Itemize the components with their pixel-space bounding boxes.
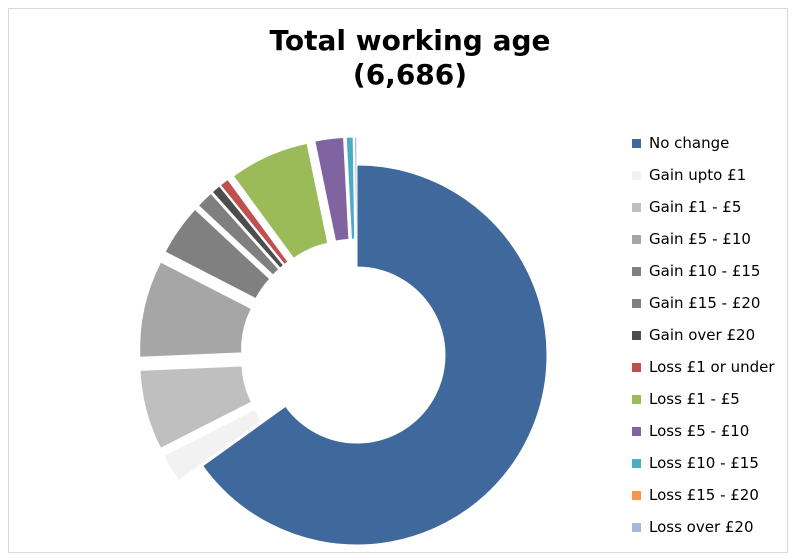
legend-swatch (632, 299, 641, 308)
legend-label: Loss £10 - £15 (649, 454, 759, 472)
legend-item-gain-5-10: Gain £5 - £10 (630, 228, 795, 260)
legend-label: Gain over £20 (649, 326, 756, 344)
legend-item-no-change: No change (630, 132, 795, 164)
slice-loss-1-5 (232, 142, 329, 260)
chart-title: Total working age (269, 24, 551, 57)
legend-swatch (632, 331, 641, 340)
legend-item-loss-over-20: Loss over £20 (630, 516, 795, 548)
legend-item-gain-15-20: Gain £15 - £20 (630, 292, 795, 324)
legend-label: Loss over £20 (649, 518, 754, 536)
slice-loss-10-15 (345, 136, 356, 240)
slice-gain-over-20 (211, 185, 285, 269)
chart-title-block: Total working age (6,686) (160, 24, 660, 92)
chart-subtitle: (6,686) (352, 58, 468, 91)
slice-gain-5-10 (139, 261, 253, 358)
legend-swatch (632, 427, 641, 436)
legend-swatch (632, 363, 641, 372)
slice-gain-1-5 (139, 365, 253, 449)
legend-item-gain-10-15: Gain £10 - £15 (630, 260, 795, 292)
legend-swatch (632, 491, 641, 500)
slice-loss-over-20 (354, 136, 358, 240)
legend-swatch (632, 203, 641, 212)
legend-label: Loss £1 or under (649, 358, 775, 376)
legend-swatch (632, 459, 641, 468)
legend-label: Gain £5 - £10 (649, 230, 751, 248)
legend-item-loss-1-5: Loss £1 - £5 (630, 388, 795, 420)
slice-gain-10-15 (164, 208, 271, 300)
slice-loss-1-or-under (219, 178, 289, 266)
legend: No change Gain upto £1 Gain £1 - £5 Gain £5… (630, 132, 795, 548)
legend-label: Gain £10 - £15 (649, 262, 761, 280)
legend-swatch (632, 523, 641, 532)
legend-item-loss-5-10: Loss £5 - £10 (630, 420, 795, 452)
slice-gain-15-20 (197, 192, 280, 276)
legend-label: Loss £15 - £20 (649, 486, 759, 504)
legend-item-loss-10-15: Loss £10 - £15 (630, 452, 795, 484)
legend-label: Gain £15 - £20 (649, 294, 761, 312)
legend-item-loss-15-20: Loss £15 - £20 (630, 484, 795, 516)
legend-swatch (632, 139, 641, 148)
legend-label: Loss £1 - £5 (649, 390, 740, 408)
slice-loss-5-10 (314, 136, 350, 242)
legend-label: Gain upto £1 (649, 166, 747, 184)
legend-label: No change (649, 134, 730, 152)
legend-swatch (632, 395, 641, 404)
legend-item-gain-upto-1: Gain upto £1 (630, 164, 795, 196)
legend-item-loss-1-or-under: Loss £1 or under (630, 356, 795, 388)
legend-item-gain-over-20: Gain over £20 (630, 324, 795, 356)
slice-gain-upto-1 (163, 408, 263, 482)
legend-swatch (632, 267, 641, 276)
legend-swatch (632, 235, 641, 244)
legend-label: Loss £5 - £10 (649, 422, 750, 440)
legend-swatch (632, 171, 641, 180)
legend-label: Gain £1 - £5 (649, 198, 742, 216)
legend-item-gain-1-5: Gain £1 - £5 (630, 196, 795, 228)
slice-no-change (202, 164, 548, 546)
